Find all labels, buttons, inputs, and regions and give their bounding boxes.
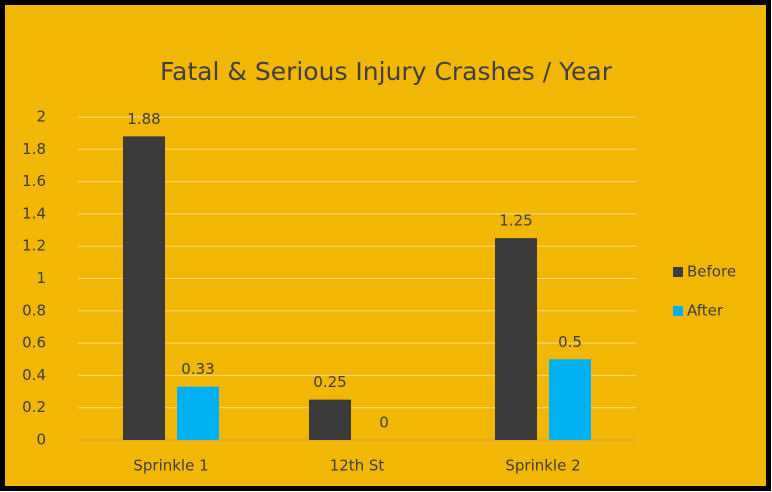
data-label: 0.25 bbox=[313, 373, 346, 391]
y-tick-label: 1.4 bbox=[22, 204, 46, 222]
bar bbox=[177, 386, 219, 440]
data-label: 0.33 bbox=[181, 360, 214, 378]
legend-swatch bbox=[673, 306, 683, 316]
x-tick-label: Sprinkle 2 bbox=[505, 457, 580, 475]
y-tick-label: 0.6 bbox=[22, 334, 46, 352]
y-tick-label: 1.2 bbox=[22, 237, 46, 255]
chart-title: Fatal & Serious Injury Crashes / Year bbox=[160, 57, 613, 86]
x-tick-label: Sprinkle 1 bbox=[133, 457, 208, 475]
y-tick-label: 0 bbox=[36, 431, 46, 449]
y-tick-label: 0.4 bbox=[22, 366, 46, 384]
bar bbox=[549, 359, 591, 440]
y-tick-label: 0.2 bbox=[22, 398, 46, 416]
legend-label: Before bbox=[687, 263, 736, 281]
y-tick-label: 0.8 bbox=[22, 301, 46, 319]
y-tick-label: 2 bbox=[36, 108, 46, 126]
x-tick-label: 12th St bbox=[330, 457, 385, 475]
data-label: 1.25 bbox=[499, 212, 532, 230]
y-tick-label: 1.8 bbox=[22, 140, 46, 158]
bar bbox=[123, 136, 165, 440]
bar bbox=[495, 238, 537, 440]
y-tick-label: 1.6 bbox=[22, 172, 46, 190]
bar bbox=[309, 399, 351, 440]
legend-swatch bbox=[673, 267, 683, 277]
y-tick-label: 1 bbox=[36, 269, 46, 287]
data-label: 0.5 bbox=[558, 333, 582, 351]
data-label: 1.88 bbox=[127, 110, 160, 128]
legend-label: After bbox=[687, 302, 724, 320]
data-label: 0 bbox=[379, 414, 389, 432]
